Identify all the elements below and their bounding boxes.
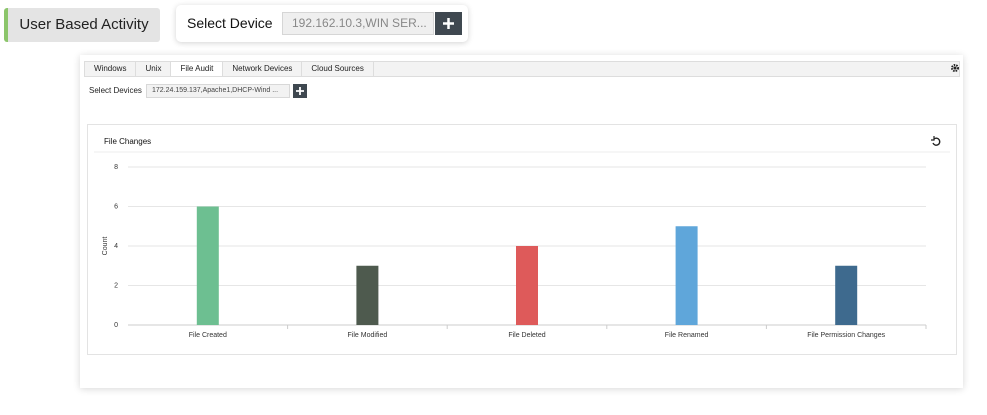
select-devices-input[interactable]: 172.24.159.137,Apache1,DHCP-Wind ... (146, 84, 290, 98)
select-devices-label: Select Devices (89, 86, 142, 95)
tab[interactable]: Unix (136, 62, 172, 76)
x-tick-label: File Renamed (665, 332, 709, 339)
panel: Windows Unix File Audit Network Devices Clou… (80, 55, 963, 388)
bar (196, 206, 219, 325)
user-based-activity-button[interactable]: User Based Activity (4, 8, 160, 42)
y-tick-label: 4 (114, 243, 118, 250)
add-device-button[interactable] (435, 12, 462, 35)
select-device-input[interactable]: 192.162.10.3,WIN SER... (282, 12, 434, 35)
chart: File Changes Count 0 2 4 6 8 File Created File… (94, 136, 950, 339)
y-axis-label: Count (102, 237, 109, 256)
tab[interactable]: Cloud Sources (302, 62, 374, 76)
chart-card: File Changes Count 0 2 4 6 8 File Created File… (87, 124, 957, 355)
y-tick-label: 8 (114, 164, 118, 171)
y-tick-label: 0 (114, 322, 118, 329)
settings-icon[interactable] (950, 63, 960, 73)
bar (835, 265, 858, 325)
add-devices-button[interactable] (293, 84, 307, 98)
select-device-label: Select Device (187, 15, 273, 31)
tab-bar: Windows Unix File Audit Network Devices Clou… (84, 61, 960, 77)
select-device: Select Device 192.162.10.3,WIN SER... (176, 5, 468, 42)
tab[interactable]: File Audit (171, 62, 224, 76)
bar (356, 265, 379, 325)
tab[interactable]: Windows (85, 62, 137, 76)
y-tick-label: 6 (114, 203, 118, 210)
bar (516, 246, 538, 325)
bar (675, 226, 698, 325)
tab[interactable]: Network Devices (223, 62, 303, 76)
x-tick-label: File Created (189, 332, 227, 339)
x-tick-label: File Permission Changes (807, 332, 885, 339)
x-tick-label: File Modified (348, 332, 388, 339)
chart-title: File Changes (104, 137, 151, 146)
refresh-icon[interactable] (931, 136, 941, 146)
x-tick-label: File Deleted (508, 332, 545, 339)
y-tick-label: 2 (114, 282, 118, 289)
